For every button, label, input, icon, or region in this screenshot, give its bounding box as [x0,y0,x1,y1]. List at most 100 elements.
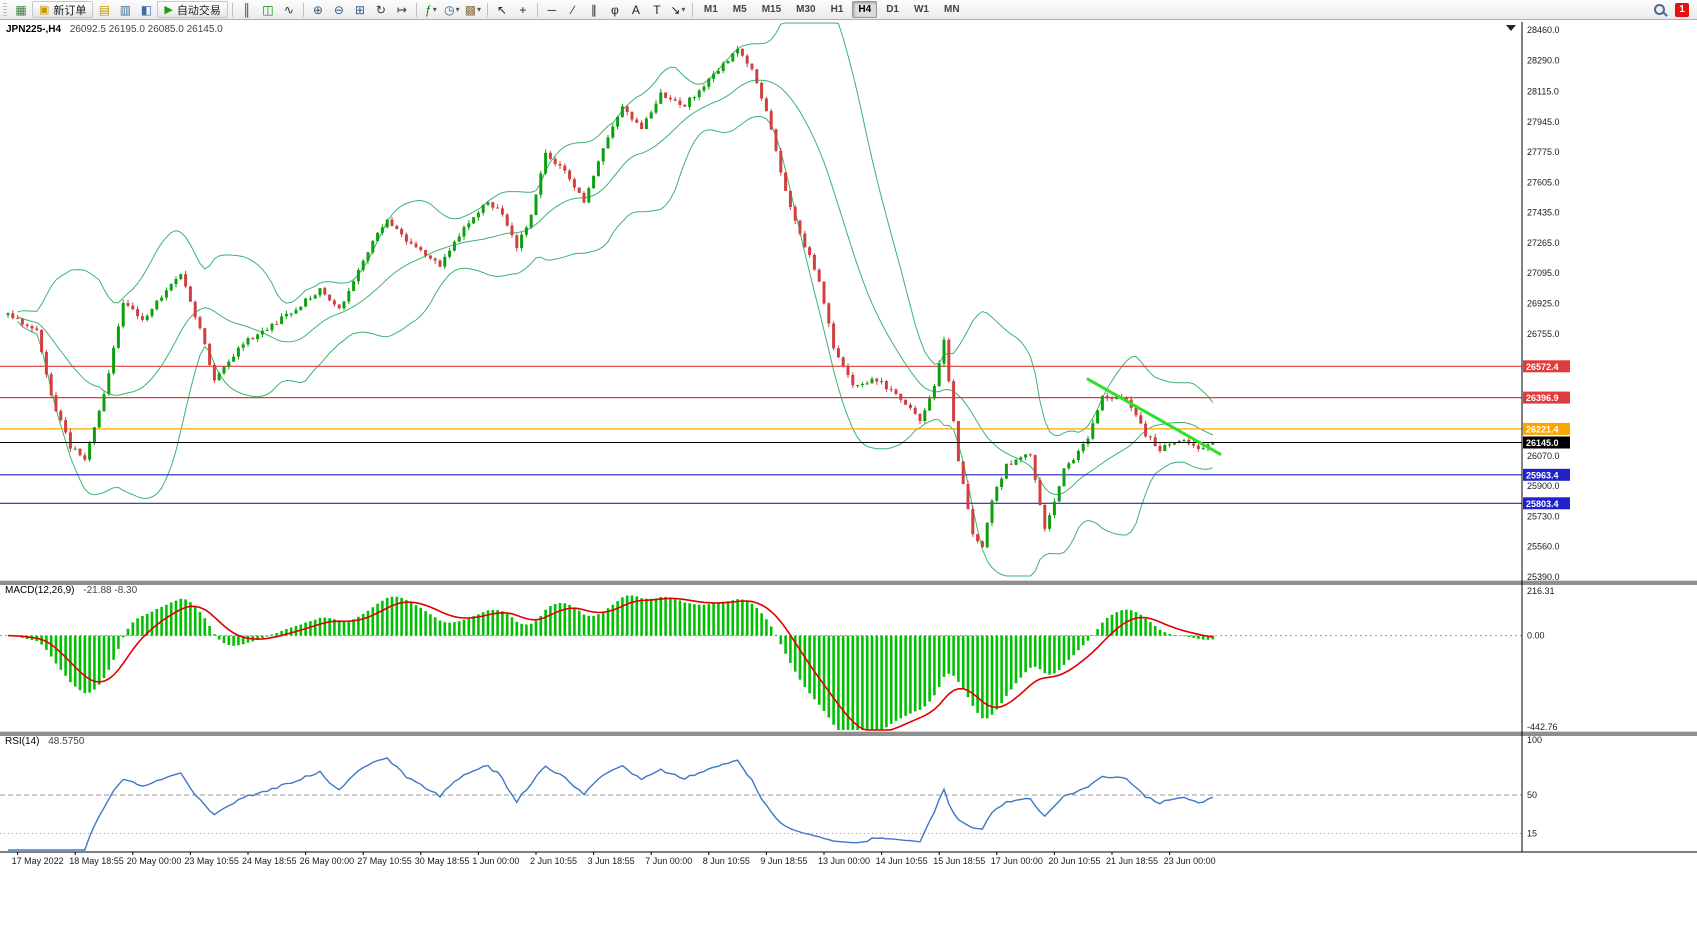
timeframe-m5[interactable]: M5 [732,4,747,15]
rsi-header: RSI(14) 48.5750 [5,736,84,747]
timeframe-m1[interactable]: M1 [703,4,718,15]
svg-text:25803.4: 25803.4 [1526,499,1559,509]
toolbar-separator [302,2,304,17]
notifications-badge[interactable]: 1 [1675,2,1689,17]
chevron-down-icon: ▾ [432,5,437,14]
chart-canvas[interactable]: 28460.0 28290.0 28115.0 27945.0 27775.0 27605… [0,20,1697,940]
channel-icon: ∥ [590,2,597,17]
templates-icon[interactable]: ▩ ▾ [463,1,483,18]
time-axis[interactable]: 17 May 2022 18 May 18:55 20 May 00:00 23 Ma… [12,852,1216,866]
new-chart-icon[interactable]: ▦ [11,1,31,18]
svg-text:26 May 00:00: 26 May 00:00 [300,856,355,866]
svg-text:100: 100 [1527,735,1542,745]
bollinger-bands [17,22,1214,577]
arrows-icon[interactable]: ↘ ▾ [668,1,688,18]
periods-icon[interactable]: ◷ ▾ [442,1,462,18]
svg-text:25900.0: 25900.0 [1527,481,1560,491]
svg-text:216.31: 216.31 [1527,586,1555,596]
crosshair-icon[interactable]: + [513,1,533,18]
indicators-icon: ƒ [425,2,432,17]
panel-separator[interactable] [0,731,1697,736]
cursor-icon[interactable]: ↖ [492,1,512,18]
profiles-icon[interactable]: ▤ [94,1,114,18]
chart-background [0,20,1697,940]
horizontal-line-icon[interactable]: ─ [542,1,562,18]
chart-shift-icon: ↦ [396,2,407,17]
toolbar-drag-handle[interactable] [3,2,7,17]
channel-icon[interactable]: ∥ [584,1,604,18]
svg-text:50: 50 [1527,790,1537,800]
new-order-icon: ▣ [39,4,50,16]
svg-text:28115.0: 28115.0 [1527,87,1559,97]
auto-scroll-icon: ↻ [375,2,386,17]
tile-windows-icon: ⊞ [354,2,365,17]
svg-text:27435.0: 27435.0 [1527,208,1560,218]
svg-text:1 Jun 00:00: 1 Jun 00:00 [472,856,519,866]
line-chart-icon[interactable]: ∿ [279,1,299,18]
timeframe-mn[interactable]: MN [943,4,960,15]
search-icon[interactable] [1654,4,1665,15]
rsi-line [8,757,1214,851]
svg-text:20 May 00:00: 20 May 00:00 [127,856,182,866]
svg-text:27095.0: 27095.0 [1527,268,1560,278]
price-badge-26145.0: 26145.0 [1523,436,1570,449]
toolbar-separator [415,2,417,17]
svg-text:26070.0: 26070.0 [1527,451,1560,461]
cursor-icon: ↖ [496,2,507,17]
autotrading-button[interactable]: ▶ 自动交易 [157,1,228,18]
chevron-down-icon: ▾ [455,5,460,14]
rsi-value: 48.5750 [48,736,85,747]
bar-chart-icon[interactable]: ║ [237,1,257,18]
svg-text:7 Jun 00:00: 7 Jun 00:00 [645,856,692,866]
timeframe-m15[interactable]: M15 [761,4,782,15]
svg-text:27 May 10:55: 27 May 10:55 [357,856,412,866]
trendline-tool-icon: ∕ [571,2,574,17]
label-icon[interactable]: T [647,1,667,18]
indicators-icon[interactable]: ƒ ▾ [421,1,441,18]
chart-area: 28460.0 28290.0 28115.0 27945.0 27775.0 27605… [0,20,1697,940]
rsi-axis[interactable]: 100 50 15 [1527,735,1542,839]
price-badge-26221.4: 26221.4 [1523,422,1570,435]
macd-signal-line [7,597,1213,731]
chart-shift-icon[interactable]: ↦ [392,1,412,18]
new-order-button[interactable]: ▣ 新订单 [32,1,94,18]
navigator-icon[interactable]: ◧ [136,1,156,18]
trendline-tool-icon[interactable]: ∕ [563,1,583,18]
timeframe-h1[interactable]: H1 [830,4,844,15]
timeframe-w1[interactable]: W1 [913,4,929,15]
chevron-down-icon: ▾ [681,5,686,14]
templates-icon: ▩ [464,2,477,17]
timeframe-d1[interactable]: D1 [886,4,899,15]
candlestick-chart-icon[interactable]: ◫ [258,1,278,18]
price-axis[interactable]: 28460.0 28290.0 28115.0 27945.0 27775.0 27605… [1527,25,1560,582]
fibonacci-icon[interactable]: φ [605,1,625,18]
svg-text:30 May 18:55: 30 May 18:55 [415,856,470,866]
auto-scroll-icon[interactable]: ↻ [371,1,391,18]
price-badge-25963.4: 25963.4 [1523,468,1570,481]
svg-text:23 May 10:55: 23 May 10:55 [184,856,239,866]
svg-text:17 May 2022: 17 May 2022 [12,856,64,866]
macd-axis[interactable]: 216.31 0.00 -442.76 [1527,586,1558,732]
periods-icon: ◷ [444,2,455,17]
svg-text:25390.0: 25390.0 [1527,572,1560,582]
zoom-out-icon[interactable]: ⊖ [329,1,349,18]
svg-text:26572.4: 26572.4 [1526,362,1559,372]
trendline[interactable] [1086,377,1222,456]
panel-separator[interactable] [0,580,1697,585]
svg-text:25560.0: 25560.0 [1527,542,1560,552]
fibonacci-icon: φ [610,2,619,17]
timeframe-m30[interactable]: M30 [796,4,816,15]
svg-text:27605.0: 27605.0 [1527,177,1560,187]
zoom-out-icon: ⊖ [333,2,344,17]
market-watch-icon[interactable]: ▥ [115,1,135,18]
text-icon[interactable]: A [626,1,646,18]
timeframe-h4[interactable]: H4 [852,1,878,18]
scroll-to-end-marker[interactable] [1506,25,1516,31]
zoom-in-icon[interactable]: ⊕ [308,1,328,18]
tile-windows-icon[interactable]: ⊞ [350,1,370,18]
symbol-title: JPN225-,H4 [6,24,62,35]
line-chart-icon: ∿ [283,2,294,17]
macd-histogram [11,595,1215,730]
ohlc-values: 26092.5 26195.0 26085.0 26145.0 [69,24,223,35]
svg-text:14 Jun 10:55: 14 Jun 10:55 [876,856,928,866]
